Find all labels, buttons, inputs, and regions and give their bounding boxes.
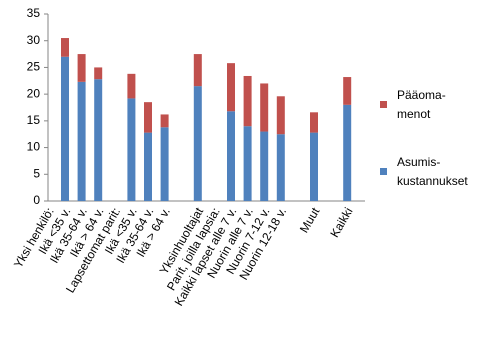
bar-segment <box>61 56 69 201</box>
y-tick-label: 15 <box>27 113 41 127</box>
bar-segment <box>94 79 103 201</box>
bar-segment <box>144 132 152 201</box>
bar-segment <box>160 114 169 128</box>
bar-segment <box>243 75 252 127</box>
bar-segment <box>144 102 152 133</box>
y-tick-label: 0 <box>33 193 40 207</box>
bar-segment <box>193 54 202 87</box>
bar-segment <box>260 131 269 201</box>
bar-segment <box>94 67 103 80</box>
legend-swatch <box>380 101 387 108</box>
bar-segment <box>127 98 136 201</box>
bar-segment <box>310 132 318 201</box>
bar-segment <box>127 73 136 99</box>
bar-segment <box>61 38 69 57</box>
legend-label: Pääoma-menot <box>397 88 446 121</box>
x-tick-label: Kaikki <box>327 205 355 240</box>
legend-swatch <box>380 168 387 175</box>
bar-segment <box>160 127 169 201</box>
bar-segment <box>227 111 235 201</box>
bar-segment <box>260 83 269 132</box>
y-tick-label: 20 <box>27 86 41 100</box>
bar-segment <box>343 104 352 201</box>
bar-segment <box>193 86 202 201</box>
x-tick-label: Muut <box>297 205 323 236</box>
bar-segment <box>227 63 235 112</box>
bar-segment <box>243 126 252 201</box>
bar-segment <box>77 54 86 82</box>
bar-segment <box>343 77 352 105</box>
y-tick-label: 35 <box>27 6 41 20</box>
y-tick-label: 30 <box>27 33 41 47</box>
y-tick-label: 10 <box>27 140 41 154</box>
bar-segment <box>276 134 285 201</box>
y-tick-label: 25 <box>27 60 41 74</box>
bar-segment <box>77 81 86 201</box>
bar-segment <box>276 96 285 135</box>
legend-label: Asumis-kustannukset <box>397 155 468 188</box>
bar-segment <box>310 112 318 133</box>
y-tick-label: 5 <box>33 166 40 180</box>
